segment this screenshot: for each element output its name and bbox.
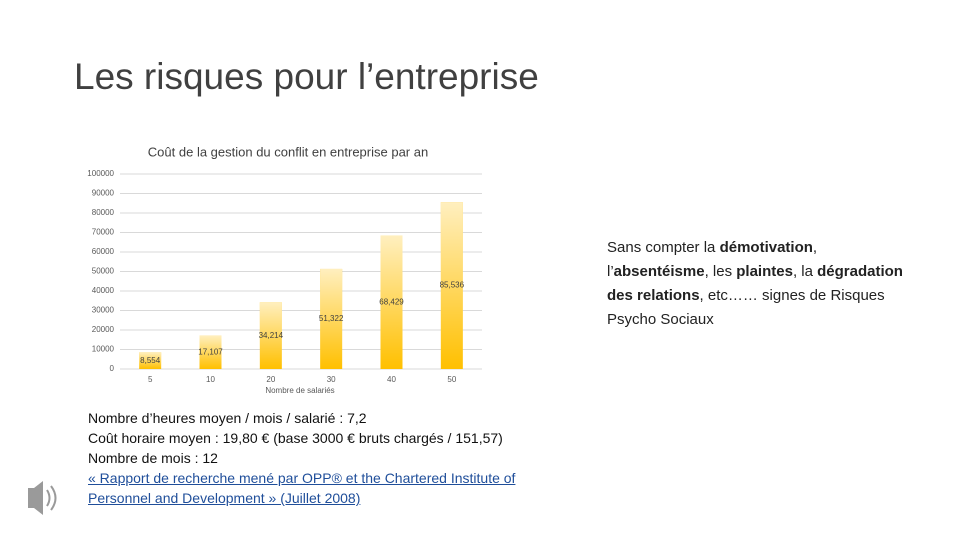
y-tick-label: 40000 bbox=[92, 286, 115, 295]
data-label: 51,322 bbox=[319, 314, 344, 323]
note: Nombre d’heures moyen / mois / salarié :… bbox=[88, 410, 367, 426]
source-link[interactable]: « Rapport de recherche mené par OPP® et … bbox=[88, 470, 516, 506]
x-tick-label: 5 bbox=[148, 375, 153, 384]
side-text-run: absentéisme bbox=[613, 263, 705, 280]
side-text-run: , l’ bbox=[607, 239, 818, 280]
side-text-run: , les bbox=[704, 263, 737, 280]
note: Coût horaire moyen : 19,80 € (base 3000 … bbox=[88, 430, 503, 446]
x-axis-label: Nombre de salariés bbox=[265, 386, 334, 395]
side-text-run: démotivation bbox=[719, 239, 813, 256]
data-label: 68,429 bbox=[379, 297, 404, 306]
chart-title: Coût de la gestion du conflit en entrepr… bbox=[148, 144, 428, 159]
bar-shine bbox=[139, 352, 162, 369]
y-tick-label: 0 bbox=[110, 364, 115, 373]
speaker-icon[interactable] bbox=[28, 481, 57, 515]
y-tick-label: 20000 bbox=[92, 325, 115, 334]
bar-shine bbox=[380, 235, 403, 369]
side-text-run: plaintes bbox=[736, 263, 793, 280]
bar-shine bbox=[199, 335, 222, 369]
x-tick-label: 30 bbox=[327, 375, 336, 384]
note: Nombre de mois : 12 bbox=[88, 450, 218, 466]
x-tick-label: 40 bbox=[387, 375, 396, 384]
data-label: 8,554 bbox=[140, 356, 161, 365]
y-tick-label: 70000 bbox=[92, 228, 115, 237]
side-text-run: , etc…… signes de Risques Psycho Sociaux bbox=[607, 287, 885, 328]
x-tick-label: 50 bbox=[447, 375, 456, 384]
bar-shine bbox=[259, 302, 282, 369]
bar-shine bbox=[320, 268, 343, 369]
x-tick-label: 20 bbox=[266, 375, 275, 384]
bar-shine bbox=[440, 202, 463, 369]
y-tick-label: 10000 bbox=[92, 345, 115, 354]
data-label: 34,214 bbox=[259, 331, 284, 340]
slide-title: Les risques pour l’entreprise bbox=[74, 56, 539, 97]
y-tick-label: 90000 bbox=[92, 189, 115, 198]
y-tick-label: 50000 bbox=[92, 267, 115, 276]
notes: Nombre d’heures moyen / mois / salarié :… bbox=[88, 408, 548, 508]
side-text-run: dégradation des relations bbox=[607, 263, 903, 304]
y-tick-label: 100000 bbox=[87, 169, 114, 178]
y-tick-label: 60000 bbox=[92, 247, 115, 256]
y-tick-label: 30000 bbox=[92, 306, 115, 315]
data-label: 17,107 bbox=[198, 347, 223, 356]
side-text-run: , la bbox=[792, 263, 818, 280]
side-text: Sans compter la démotivation, l’absentéi… bbox=[607, 236, 912, 332]
y-tick-label: 80000 bbox=[92, 208, 115, 217]
side-text-run: Sans compter la bbox=[607, 239, 720, 256]
data-label: 85,536 bbox=[440, 281, 465, 290]
x-tick-label: 10 bbox=[206, 375, 215, 384]
